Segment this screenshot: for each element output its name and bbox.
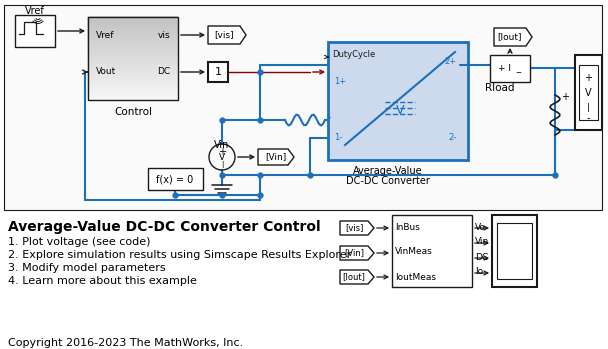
Bar bbox=[575, 55, 602, 130]
Text: V: V bbox=[396, 104, 404, 117]
Text: Io: Io bbox=[475, 267, 483, 276]
Text: +: + bbox=[561, 92, 569, 102]
Text: VinMeas: VinMeas bbox=[395, 247, 433, 257]
Bar bbox=[208, 62, 228, 82]
Bar bbox=[148, 168, 203, 190]
Text: DC-DC Converter: DC-DC Converter bbox=[346, 176, 430, 186]
Bar bbox=[15, 15, 55, 47]
Polygon shape bbox=[340, 221, 374, 235]
Text: [Vin]: [Vin] bbox=[344, 248, 364, 258]
Text: |: | bbox=[587, 104, 589, 112]
Text: [Iout]: [Iout] bbox=[342, 273, 365, 282]
Text: |: | bbox=[221, 161, 223, 168]
Text: Copyright 2016-2023 The MathWorks, Inc.: Copyright 2016-2023 The MathWorks, Inc. bbox=[8, 338, 243, 348]
Text: DC: DC bbox=[475, 252, 488, 261]
Text: Rload: Rload bbox=[485, 83, 515, 93]
Text: +: + bbox=[584, 73, 592, 83]
Text: 3. Modify model parameters: 3. Modify model parameters bbox=[8, 263, 165, 273]
Text: IoutMeas: IoutMeas bbox=[395, 273, 436, 282]
Text: 2-: 2- bbox=[449, 134, 457, 142]
Text: Vo: Vo bbox=[475, 223, 486, 231]
Text: Vref: Vref bbox=[96, 30, 114, 39]
Text: 1-: 1- bbox=[334, 134, 342, 142]
Text: InBus: InBus bbox=[395, 223, 420, 231]
Polygon shape bbox=[340, 246, 374, 260]
Text: Vin: Vin bbox=[475, 238, 489, 246]
Text: vis: vis bbox=[157, 30, 170, 39]
Bar bbox=[328, 42, 468, 160]
Text: V: V bbox=[585, 88, 592, 98]
Text: Vout: Vout bbox=[96, 67, 116, 76]
Text: 2+: 2+ bbox=[445, 58, 457, 67]
Text: [vis]: [vis] bbox=[214, 30, 234, 39]
Bar bbox=[88, 17, 178, 100]
Text: Average-Value DC-DC Converter Control: Average-Value DC-DC Converter Control bbox=[8, 220, 320, 234]
Text: [Vin]: [Vin] bbox=[265, 153, 286, 162]
Polygon shape bbox=[258, 149, 294, 165]
Text: 4. Learn more about this example: 4. Learn more about this example bbox=[8, 276, 197, 286]
Bar bbox=[492, 215, 537, 287]
Text: + I  _: + I _ bbox=[499, 64, 522, 73]
Text: Average-Value: Average-Value bbox=[353, 166, 423, 176]
Polygon shape bbox=[494, 28, 532, 46]
Text: DutyCycle: DutyCycle bbox=[332, 50, 375, 59]
Bar bbox=[497, 223, 532, 279]
Text: +: + bbox=[218, 147, 226, 157]
Polygon shape bbox=[340, 270, 374, 284]
Text: f(x) = 0: f(x) = 0 bbox=[156, 174, 193, 184]
Text: 1: 1 bbox=[215, 67, 221, 77]
Text: -: - bbox=[328, 112, 331, 122]
Bar bbox=[579, 65, 598, 120]
Text: Vin: Vin bbox=[214, 140, 230, 150]
Text: Control: Control bbox=[114, 107, 152, 117]
Bar bbox=[490, 55, 530, 82]
Text: [Iout]: [Iout] bbox=[498, 32, 522, 42]
Text: 2. Explore simulation results using Simscape Results Explorer: 2. Explore simulation results using Sims… bbox=[8, 250, 351, 260]
Bar bbox=[392, 215, 472, 287]
Text: DC: DC bbox=[157, 67, 170, 76]
Text: -: - bbox=[586, 113, 590, 123]
Polygon shape bbox=[208, 26, 246, 44]
Text: V: V bbox=[219, 154, 225, 163]
Bar bbox=[4, 5, 602, 210]
Text: Vref: Vref bbox=[25, 6, 45, 16]
Text: 1. Plot voltage (see code): 1. Plot voltage (see code) bbox=[8, 237, 151, 247]
Text: 1+: 1+ bbox=[334, 77, 346, 87]
Text: [vis]: [vis] bbox=[345, 223, 363, 232]
